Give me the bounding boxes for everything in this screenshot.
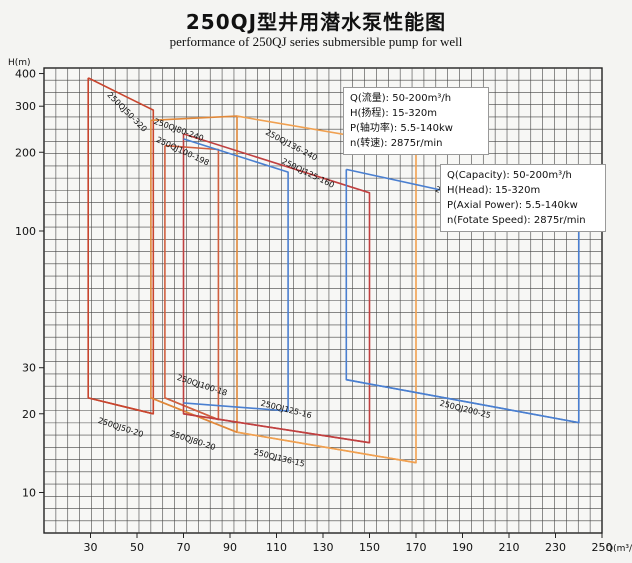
chart-subtitle: performance of 250QJ series submersible …: [169, 34, 463, 49]
series-line-outline-12: [183, 138, 289, 412]
x-tick-label: 230: [545, 541, 566, 554]
y-tick-label: 20: [22, 408, 36, 421]
series-line-250QJ200-25: [346, 378, 579, 424]
x-tick-label: 130: [313, 541, 334, 554]
y-tick-label: 200: [15, 146, 36, 159]
spec-line: H(Head): 15-320m: [447, 185, 541, 196]
spec-line: H(扬程): 15-320m: [350, 108, 438, 119]
spec-line: Q(Capacity): 50-200m³/h: [447, 170, 572, 181]
x-tick-label: 190: [452, 541, 473, 554]
chart-title: 250QJ型井用潜水泵性能图: [185, 10, 447, 34]
y-tick-label: 300: [15, 100, 36, 113]
spec-line: n(转速): 2875r/min: [350, 138, 443, 149]
spec-line: P(轴功率): 5.5-140kw: [350, 123, 453, 134]
spec-box-chinese: Q(流量): 50-200m³/h H(扬程): 15-320m P(轴功率):…: [343, 87, 489, 155]
x-axis-label: Q(m³/h): [606, 544, 632, 554]
series-line-250QJ136-15: [236, 431, 417, 464]
spec-line: Q(流量): 50-200m³/h: [350, 93, 452, 104]
y-tick-label: 10: [22, 486, 36, 499]
y-tick-label: 30: [22, 362, 36, 375]
spec-line: n(Fotate Speed): 2875r/min: [447, 215, 586, 226]
x-tick-label: 210: [499, 541, 520, 554]
spec-line: P(Axial Power): 5.5-140kw: [447, 200, 578, 211]
x-tick-label: 110: [266, 541, 287, 554]
y-tick-label: 400: [15, 68, 36, 81]
x-tick-label: 170: [406, 541, 427, 554]
series-line-250QJ125-16: [183, 413, 370, 444]
x-tick-label: 30: [84, 541, 98, 554]
x-tick-label: 90: [223, 541, 237, 554]
y-axis-label: H(m): [8, 58, 31, 68]
x-tick-label: 50: [130, 541, 144, 554]
series-line-250QJ100-18: [164, 397, 219, 421]
spec-box-english: Q(Capacity): 50-200m³/h H(Head): 15-320m…: [440, 164, 606, 232]
x-tick-label: 150: [359, 541, 380, 554]
series-line-250QJ50-20: [88, 397, 154, 415]
x-tick-label: 70: [177, 541, 191, 554]
y-tick-label: 100: [15, 225, 36, 238]
x-tick-label: 250: [592, 541, 613, 554]
